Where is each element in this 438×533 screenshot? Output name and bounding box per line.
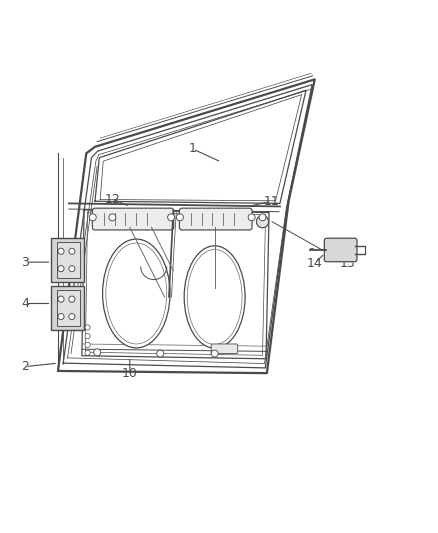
Text: 11: 11 (263, 195, 279, 208)
FancyBboxPatch shape (57, 241, 80, 278)
FancyBboxPatch shape (51, 238, 84, 282)
Circle shape (259, 214, 266, 221)
Text: 3: 3 (21, 256, 29, 269)
Circle shape (58, 296, 64, 302)
Text: 2: 2 (21, 360, 29, 373)
Ellipse shape (102, 239, 170, 348)
FancyBboxPatch shape (51, 286, 84, 330)
Circle shape (157, 350, 164, 357)
Circle shape (69, 296, 75, 302)
Text: 4: 4 (21, 297, 29, 310)
Text: 13: 13 (339, 256, 355, 270)
FancyBboxPatch shape (57, 289, 80, 326)
Circle shape (69, 313, 75, 320)
Circle shape (58, 248, 64, 254)
Circle shape (85, 350, 90, 356)
FancyBboxPatch shape (180, 208, 252, 230)
Circle shape (94, 349, 101, 356)
Circle shape (69, 265, 75, 272)
FancyBboxPatch shape (92, 208, 174, 230)
Circle shape (85, 342, 90, 348)
Circle shape (58, 313, 64, 320)
Circle shape (168, 214, 175, 221)
Text: 14: 14 (307, 256, 323, 270)
Circle shape (85, 334, 90, 339)
Circle shape (211, 350, 218, 357)
Circle shape (177, 214, 184, 221)
Circle shape (69, 248, 75, 254)
Circle shape (89, 214, 96, 221)
Circle shape (256, 215, 268, 228)
FancyBboxPatch shape (211, 344, 238, 353)
Text: 10: 10 (122, 367, 138, 379)
Circle shape (85, 325, 90, 330)
Circle shape (109, 214, 116, 221)
Circle shape (248, 214, 255, 221)
Circle shape (58, 265, 64, 272)
Ellipse shape (184, 246, 245, 348)
Text: 1: 1 (189, 142, 197, 156)
Text: 12: 12 (105, 192, 120, 206)
FancyBboxPatch shape (324, 238, 357, 262)
